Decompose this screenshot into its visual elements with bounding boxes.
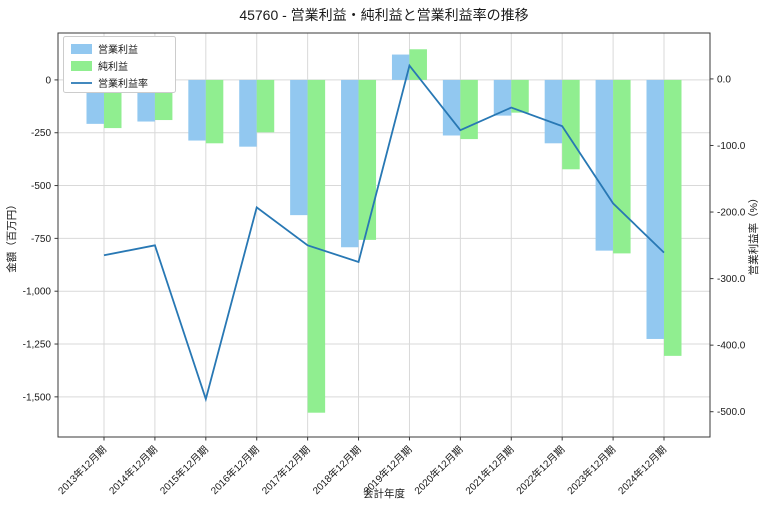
legend-item-operating-margin: 営業利益率 <box>71 77 148 90</box>
legend-swatch-operating-profit <box>71 44 92 54</box>
right-tick-label: -500.0 <box>717 407 746 418</box>
x-tick-label: 2013年12月期 <box>55 443 109 497</box>
bar-net-profit-2015 <box>205 79 224 144</box>
x-tick-label: 2022年12月期 <box>513 443 567 497</box>
bar-net-profit-2023 <box>613 79 631 254</box>
x-tick-label: 2020年12月期 <box>411 443 465 497</box>
right-axis-title: 営業利益率（%） <box>747 193 760 276</box>
left-tick-label: -1,500 <box>23 392 52 403</box>
bar-operating-profit-2015 <box>188 79 206 141</box>
left-tick-label: -1,250 <box>23 340 52 351</box>
x-tick-label: 2014年12月期 <box>106 443 160 497</box>
right-tick-label: -300.0 <box>717 274 746 285</box>
x-tick-label: 2016年12月期 <box>208 443 262 497</box>
bar-net-profit-2020 <box>460 79 478 140</box>
left-axis-title: 金額（百万円） <box>5 199 18 273</box>
bar-net-profit-2021 <box>511 79 529 113</box>
x-tick-label: 2023年12月期 <box>564 443 618 497</box>
bar-net-profit-2024 <box>664 79 682 356</box>
operating-margin-line <box>103 63 665 403</box>
bar-operating-profit-2020 <box>442 79 461 136</box>
legend-item-net-profit: 純利益 <box>71 60 128 73</box>
bar-net-profit-2022 <box>562 79 580 170</box>
x-axis-title: 会計年度 <box>363 487 405 500</box>
chart-title: 45760 - 営業利益・純利益と営業利益率の推移 <box>239 7 528 23</box>
legend-label-operating-profit: 営業利益 <box>98 43 138 56</box>
left-tick-label: -250 <box>31 128 51 139</box>
x-tick-label: 2021年12月期 <box>462 443 516 497</box>
bar-operating-profit-2018 <box>341 79 359 248</box>
bar-operating-profit-2019 <box>391 54 410 80</box>
bar-operating-profit-2017 <box>290 79 308 216</box>
right-tick-label: -400.0 <box>717 341 746 352</box>
bar-operating-profit-2023 <box>595 79 614 251</box>
left-tick-label: -500 <box>31 181 51 192</box>
line-layer <box>103 63 665 403</box>
right-tick-label: 0.0 <box>717 74 731 85</box>
bar-operating-profit-2022 <box>544 79 563 144</box>
plot-border <box>57 32 711 438</box>
right-tick-label: -100.0 <box>717 141 746 152</box>
legend-swatch-net-profit <box>71 61 92 71</box>
bar-operating-profit-2016 <box>239 79 257 147</box>
x-tick-label: 2018年12月期 <box>310 443 364 497</box>
bar-net-profit-2017 <box>307 79 326 413</box>
bars-layer <box>86 49 682 413</box>
bar-net-profit-2018 <box>358 79 377 240</box>
legend-label-net-profit: 純利益 <box>98 60 128 73</box>
bar-operating-profit-2024 <box>646 79 664 339</box>
axes-layer: 0 -250 -500 -750 -1,000 -1,250 -1,500 0.0 -100.0… <box>23 32 746 497</box>
left-tick-label: -750 <box>31 234 51 245</box>
legend-item-operating-profit: 営業利益 <box>71 43 138 56</box>
legend-label-operating-margin: 営業利益率 <box>98 77 148 90</box>
bar-net-profit-2016 <box>256 79 275 133</box>
x-tick-label: 2024年12月期 <box>615 443 669 497</box>
left-tick-label: -1,000 <box>23 287 52 298</box>
bar-operating-profit-2021 <box>493 79 512 116</box>
x-tick-label: 2017年12月期 <box>259 443 313 497</box>
right-tick-label: -200.0 <box>717 208 746 219</box>
x-tick-label: 2015年12月期 <box>157 443 211 497</box>
left-tick-label: 0 <box>45 75 51 86</box>
